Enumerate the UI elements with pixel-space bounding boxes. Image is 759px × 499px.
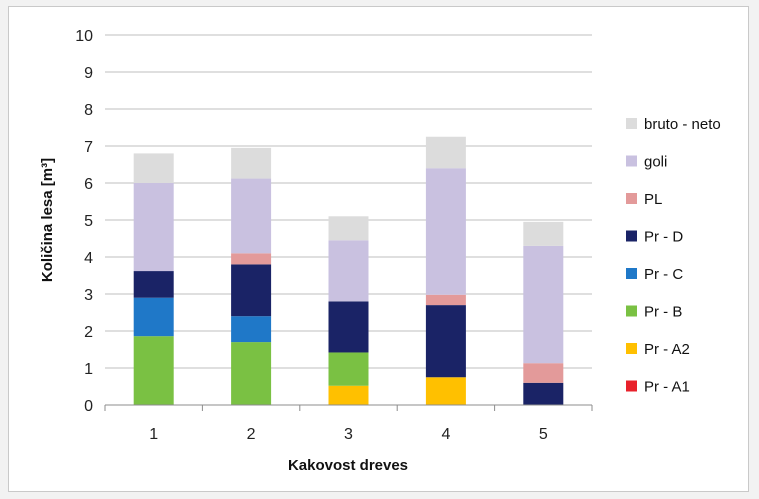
bar-segment xyxy=(328,352,369,386)
legend-swatch xyxy=(626,155,637,167)
legend-swatch xyxy=(626,305,637,317)
bar-segment xyxy=(231,178,272,254)
y-tick-label: 4 xyxy=(84,250,93,267)
legend-swatch xyxy=(626,230,637,242)
legend-label: Pr - A2 xyxy=(644,341,690,358)
legend: bruto - neto goli PL Pr - D Pr - C Pr - B Pr -… xyxy=(626,116,721,396)
y-tick-label: 3 xyxy=(84,287,93,304)
legend-swatch xyxy=(626,118,637,129)
y-tick-label: 2 xyxy=(84,324,93,341)
x-axis-title: Kakovost dreves xyxy=(288,457,408,474)
legend-swatch xyxy=(626,193,637,204)
bar-segment xyxy=(231,253,272,265)
legend-label: Pr - D xyxy=(644,229,683,246)
bar-segment xyxy=(523,363,564,383)
bar-segment xyxy=(523,221,564,246)
bars xyxy=(133,136,564,405)
bar-segment xyxy=(133,271,174,298)
legend-label: bruto - neto xyxy=(644,116,721,133)
bar-segment xyxy=(231,316,272,343)
bar-segment xyxy=(231,342,272,405)
y-tick-label: 6 xyxy=(84,176,93,193)
bar-segment xyxy=(133,183,174,272)
bar-segment xyxy=(523,382,564,405)
y-tick-label: 5 xyxy=(84,213,93,230)
bar-segment xyxy=(425,377,466,405)
legend-swatch xyxy=(626,343,637,354)
bar-segment xyxy=(231,264,272,317)
x-tick-label: 4 xyxy=(441,426,450,443)
bar-segment xyxy=(133,297,174,337)
y-tick-label: 8 xyxy=(84,102,93,119)
y-tick-label: 1 xyxy=(84,361,93,378)
x-tick-label: 2 xyxy=(247,426,256,443)
bar-segment xyxy=(425,168,466,295)
bar-segment xyxy=(523,245,564,364)
y-axis-title: Količina lesa [m³] xyxy=(39,158,56,282)
bar-segment xyxy=(328,240,369,302)
bar-segment xyxy=(328,216,369,241)
y-tick-label: 9 xyxy=(84,65,93,82)
bar-segment xyxy=(328,385,369,405)
legend-label: Pr - C xyxy=(644,266,683,283)
bar-segment xyxy=(328,301,369,353)
bar-segment xyxy=(425,294,466,306)
x-tick-label: 1 xyxy=(149,426,158,443)
bar-segment xyxy=(133,336,174,405)
bar-segment xyxy=(133,153,174,183)
legend-label: PL xyxy=(644,191,662,208)
bar-segment xyxy=(231,147,272,179)
legend-swatch xyxy=(626,380,637,392)
y-tick-label: 0 xyxy=(84,398,93,415)
y-tick-label: 10 xyxy=(75,28,93,45)
legend-swatch xyxy=(626,268,637,279)
x-tick-label: 3 xyxy=(344,426,353,443)
chart-frame xyxy=(8,6,749,492)
legend-label: goli xyxy=(644,154,667,171)
legend-label: Pr - A1 xyxy=(644,379,690,396)
y-tick-label: 7 xyxy=(84,139,93,156)
bar-segment xyxy=(425,305,466,378)
x-tick-label: 5 xyxy=(539,426,548,443)
legend-label: Pr - B xyxy=(644,304,682,321)
bar-segment xyxy=(425,136,466,169)
axes: 0 1 2 3 4 5 6 7 8 9 10 1 2 3 4 5 xyxy=(75,28,593,443)
